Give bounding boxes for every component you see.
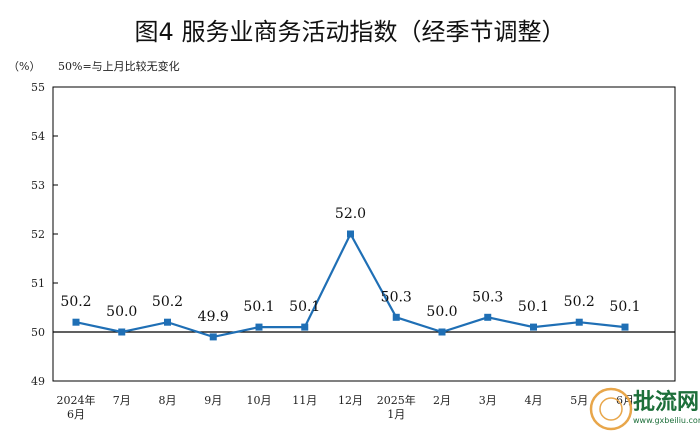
x-tick-label: 11月	[292, 394, 317, 407]
data-label: 52.0	[335, 206, 366, 222]
data-point	[621, 323, 629, 331]
x-tick-line: 7月	[113, 394, 131, 407]
x-axis-ticks: 2024年 6月 7月 8月 9月 10月 11月 12月 2025年 1月 2月 3月 4月 5月 6月	[57, 393, 635, 421]
data-point	[438, 328, 446, 336]
x-tick-line: 2025年	[377, 393, 416, 407]
data-label: 50.3	[472, 289, 503, 305]
chart-title: 图4 服务业商务活动指数（经季节调整）	[135, 18, 566, 46]
x-tick-line: 2024年	[57, 393, 96, 407]
data-label: 49.9	[198, 309, 229, 325]
x-tick-line: 10月	[247, 394, 272, 407]
data-point	[392, 313, 400, 321]
x-tick-label: 2月	[433, 394, 451, 407]
x-tick-label: 7月	[113, 394, 131, 407]
data-label: 50.2	[60, 294, 91, 310]
y-tick-label: 55	[31, 81, 45, 94]
data-point	[118, 328, 126, 336]
data-point	[164, 318, 171, 326]
data-point	[209, 333, 217, 341]
data-point	[301, 323, 309, 331]
x-tick-line: 5月	[570, 394, 588, 407]
x-tick-line: 6月	[67, 408, 85, 421]
x-tick-label: 9月	[204, 394, 222, 407]
series-line	[75, 231, 626, 339]
y-tick-label: 54	[31, 130, 45, 143]
x-tick-line: 1月	[387, 408, 405, 421]
y-axis-ticks: 49 50 51 52 53 54 55	[31, 81, 58, 388]
x-tick-line: 8月	[159, 394, 177, 407]
x-tick-label: 10月	[247, 394, 272, 407]
watermark-seal-icon	[589, 387, 633, 431]
data-label: 50.1	[518, 299, 549, 315]
y-tick-label: 50	[31, 326, 45, 339]
data-label: 50.1	[609, 299, 640, 315]
data-point	[72, 318, 80, 326]
data-label: 50.1	[289, 299, 320, 315]
x-tick-line: 4月	[525, 394, 543, 407]
y-axis-unit: （%）	[8, 60, 40, 73]
data-point	[530, 323, 537, 331]
x-tick-line: 9月	[204, 394, 222, 407]
x-tick-label: 2025年 1月	[377, 393, 416, 421]
x-tick-label: 3月	[479, 394, 497, 407]
data-label: 50.3	[381, 289, 412, 305]
data-point	[575, 318, 583, 326]
x-tick-line: 3月	[479, 394, 497, 407]
chart-note: 50%=与上月比较无变化	[58, 59, 180, 73]
x-tick-label: 5月	[570, 394, 588, 407]
x-tick-line: 12月	[338, 394, 363, 407]
x-tick-label: 4月	[525, 394, 543, 407]
data-label: 50.1	[243, 299, 274, 315]
watermark-text: 批流网	[633, 389, 699, 415]
data-label: 50.2	[152, 294, 183, 310]
data-label: 50.0	[106, 304, 137, 320]
data-point	[484, 313, 492, 321]
y-tick-label: 53	[31, 179, 45, 192]
x-tick-line: 11月	[292, 394, 317, 407]
y-tick-label: 49	[31, 375, 45, 388]
y-tick-label: 51	[31, 277, 45, 290]
y-tick-label: 52	[31, 228, 45, 241]
data-label: 50.2	[564, 294, 595, 310]
watermark-seal-inner-icon	[599, 397, 623, 421]
x-tick-label: 2024年 6月	[57, 393, 96, 421]
watermark-url: www.gxbeiliu.com	[633, 416, 700, 425]
watermark: 批流网 www.gxbeiliu.com	[589, 387, 700, 431]
series-markers	[72, 230, 629, 341]
data-label: 50.0	[426, 304, 457, 320]
data-point	[255, 323, 263, 331]
data-point	[347, 230, 354, 238]
x-tick-line: 2月	[433, 394, 451, 407]
x-tick-label: 12月	[338, 394, 363, 407]
plot-area	[52, 86, 676, 382]
x-tick-label: 8月	[159, 394, 177, 407]
data-labels: 50.2 50.0 50.2 49.9 50.1 50.1 52.0 50.3 50.0 50.3…	[60, 206, 640, 325]
